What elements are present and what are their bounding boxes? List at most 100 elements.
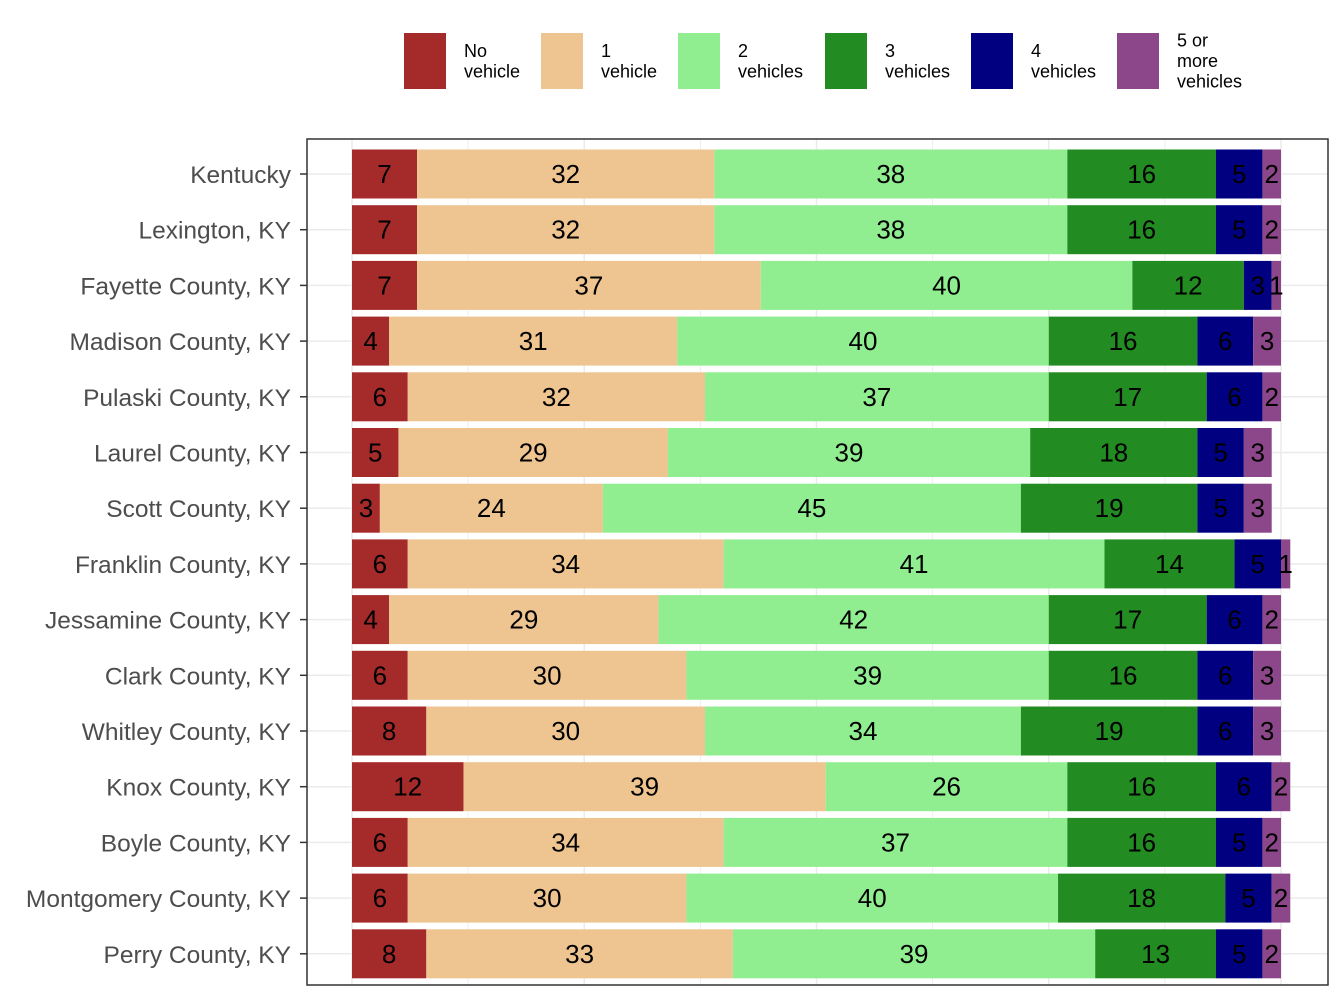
value-label: 40 [848, 326, 877, 356]
bar-montgomery-county-ky-5-or-more-vehicles [1271, 873, 1291, 923]
value-label: 3 [1251, 493, 1265, 523]
y-tick-label: Pulaski County, KY [83, 385, 291, 412]
bar-pulaski-county-ky-5-or-more-vehicles [1262, 372, 1281, 422]
value-label: 6 [1218, 716, 1232, 746]
bar-jessamine-county-ky-3-vehicles [1048, 595, 1207, 645]
value-label: 30 [551, 716, 580, 746]
bar-whitley-county-ky-4-vehicles [1197, 706, 1254, 756]
value-label: 7 [377, 215, 391, 245]
y-tick-label: Clark County, KY [105, 663, 291, 690]
value-label: 34 [551, 549, 580, 579]
value-label: 5 [1232, 159, 1246, 189]
value-label: 5 [1213, 493, 1227, 523]
value-label: 3 [1260, 326, 1274, 356]
bar-clark-county-ky-1-vehicle [407, 650, 687, 700]
legend-key [404, 33, 446, 89]
bar-montgomery-county-ky-no-vehicle [352, 873, 408, 923]
legend-label: vehicles [1031, 61, 1096, 81]
bar-laurel-county-ky-5-or-more-vehicles [1243, 428, 1272, 477]
bar-montgomery-county-ky-1-vehicle [407, 873, 687, 923]
value-label: 6 [373, 827, 387, 857]
value-label: 32 [542, 382, 571, 412]
value-label: 41 [900, 549, 929, 579]
bar-franklin-county-ky-no-vehicle [352, 539, 408, 589]
bar-laurel-county-ky-2-vehicles [667, 428, 1031, 477]
panel-border [306, 138, 1329, 986]
value-label: 39 [630, 772, 659, 802]
y-tick-label: Franklin County, KY [75, 552, 291, 579]
bar-perry-county-ky-4-vehicles [1215, 929, 1263, 979]
bar-laurel-county-ky-3-vehicles [1030, 428, 1198, 477]
bar-fayette-county-ky-3-vehicles [1132, 260, 1244, 310]
y-tick-label: Fayette County, KY [80, 273, 291, 300]
value-label: 2 [1264, 605, 1278, 635]
value-label: 3 [1260, 660, 1274, 690]
bar-madison-county-ky-no-vehicle [352, 316, 390, 366]
value-label: 5 [1232, 215, 1246, 245]
bar-fayette-county-ky-5-or-more-vehicles [1271, 260, 1281, 310]
value-label: 5 [1241, 883, 1255, 913]
bar-knox-county-ky-no-vehicle [352, 762, 464, 812]
legend-label: 4 [1031, 41, 1041, 61]
bar-boyle-county-ky-1-vehicle [407, 817, 724, 867]
bar-pulaski-county-ky-2-vehicles [705, 372, 1049, 422]
y-tick-label: Perry County, KY [104, 942, 291, 969]
bar-scott-county-ky-1-vehicle [379, 483, 603, 533]
bar-fayette-county-ky-1-vehicle [417, 260, 761, 310]
value-label: 8 [382, 716, 396, 746]
legend-key [678, 33, 720, 89]
y-tick-label: Madison County, KY [69, 329, 291, 356]
value-label: 24 [477, 493, 506, 523]
legend-key [825, 33, 867, 89]
y-tick-label: Laurel County, KY [94, 441, 291, 468]
value-label: 1 [1269, 270, 1283, 300]
value-label: 1 [1278, 549, 1292, 579]
bar-whitley-county-ky-1-vehicle [426, 706, 706, 756]
bar-whitley-county-ky-2-vehicles [705, 706, 1021, 756]
bar-scott-county-ky-5-or-more-vehicles [1243, 483, 1272, 533]
bar-lexington-ky-5-or-more-vehicles [1262, 205, 1281, 255]
bar-jessamine-county-ky-4-vehicles [1206, 595, 1263, 645]
value-label: 19 [1095, 493, 1124, 523]
value-label: 16 [1127, 772, 1156, 802]
value-label: 18 [1127, 883, 1156, 913]
bar-laurel-county-ky-1-vehicle [398, 428, 668, 477]
value-label: 2 [1274, 772, 1288, 802]
value-label: 31 [519, 326, 548, 356]
value-label: 40 [858, 883, 887, 913]
bar-pulaski-county-ky-no-vehicle [352, 372, 408, 422]
legend-key [971, 33, 1013, 89]
value-label: 6 [1227, 605, 1241, 635]
value-label: 34 [848, 716, 877, 746]
bar-boyle-county-ky-4-vehicles [1215, 817, 1263, 867]
value-labels: 7 32 38 16 5 27 32 38 16 5 27 37 40 12 3 14 31 40 16 6 36 32 3… [359, 159, 1293, 969]
value-label: 7 [377, 159, 391, 189]
value-label: 30 [533, 883, 562, 913]
y-tick-label: Knox County, KY [106, 775, 291, 802]
bar-clark-county-ky-3-vehicles [1048, 650, 1198, 700]
value-label: 5 [1213, 438, 1227, 468]
value-label: 2 [1264, 159, 1278, 189]
value-label: 19 [1095, 716, 1124, 746]
value-label: 18 [1099, 438, 1128, 468]
bar-jessamine-county-ky-2-vehicles [658, 595, 1049, 645]
value-label: 34 [551, 827, 580, 857]
bar-fayette-county-ky-no-vehicle [352, 260, 418, 310]
legend-label: 3 [885, 41, 895, 61]
value-label: 40 [932, 270, 961, 300]
value-label: 2 [1264, 827, 1278, 857]
legend: Novehicle1vehicle2vehicles3vehicles4vehi… [404, 31, 1242, 92]
legend-label: vehicle [464, 61, 520, 81]
bar-madison-county-ky-2-vehicles [677, 316, 1049, 366]
value-label: 5 [1232, 827, 1246, 857]
y-axis: Kentucky Lexington, KY Fayette County, KY M… [26, 162, 307, 969]
bar-franklin-county-ky-2-vehicles [723, 539, 1105, 589]
bar-franklin-county-ky-5-or-more-vehicles [1281, 539, 1291, 589]
value-label: 6 [1237, 772, 1251, 802]
legend-label: more [1177, 51, 1218, 71]
value-label: 6 [1218, 326, 1232, 356]
bar-kentucky-no-vehicle [352, 149, 418, 199]
value-label: 6 [373, 660, 387, 690]
